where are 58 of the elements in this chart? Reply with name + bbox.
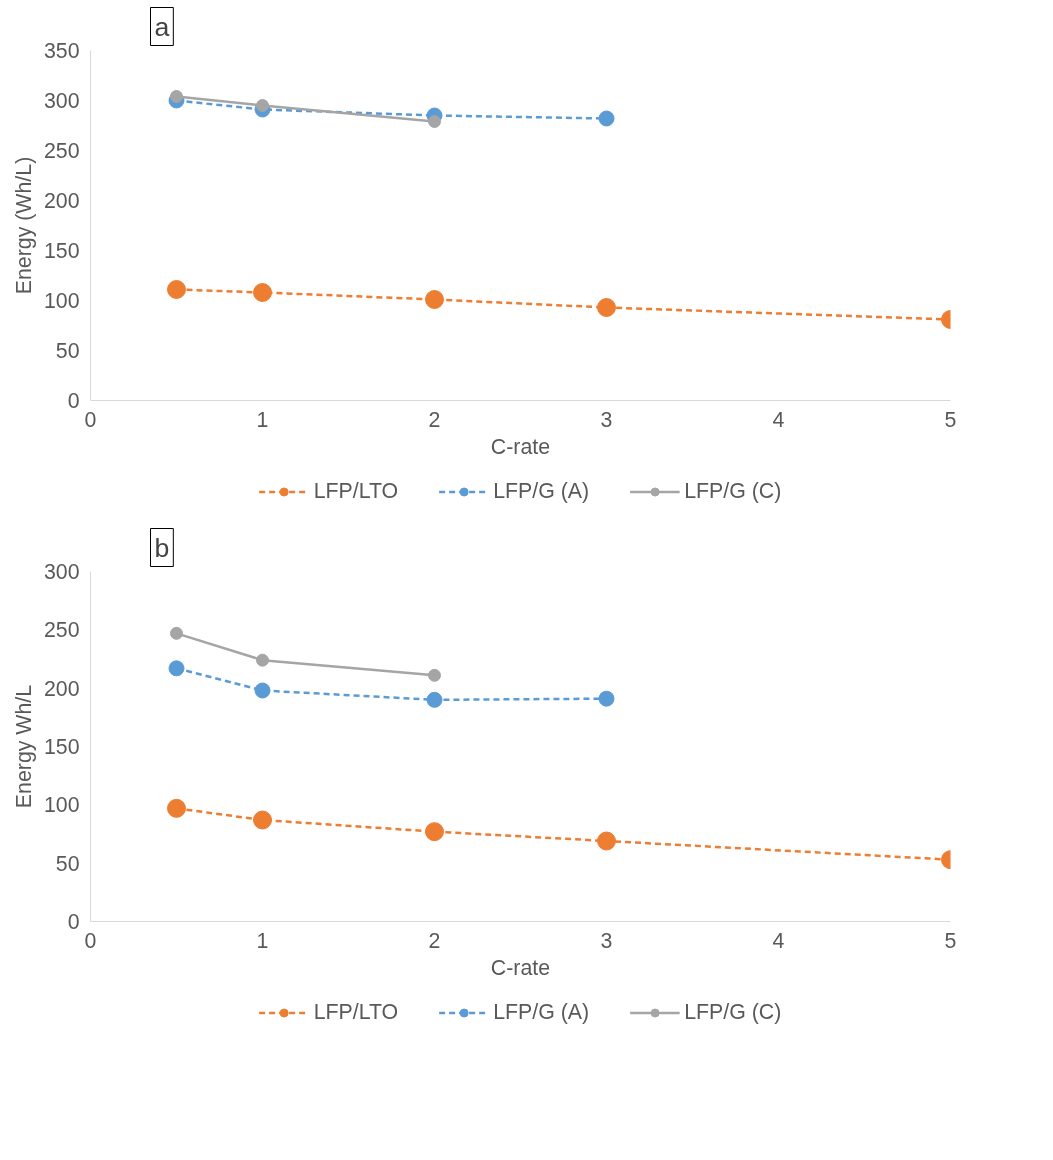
y-tick-label: 350 <box>43 39 80 63</box>
x-tick-label: 3 <box>600 407 613 432</box>
point <box>426 691 443 708</box>
point <box>256 653 269 667</box>
point <box>167 798 186 818</box>
legend-label: LFP/G (A) <box>493 478 590 504</box>
y-tick-label: 0 <box>67 910 80 934</box>
legend-label: LFP/G (A) <box>493 999 590 1025</box>
point <box>254 682 271 699</box>
point <box>425 822 444 842</box>
point <box>167 280 186 299</box>
x-tick-label: 3 <box>600 928 613 953</box>
point <box>597 831 616 851</box>
y-tick-label: 150 <box>43 239 80 263</box>
point <box>256 99 269 112</box>
y-tick-label: 100 <box>43 793 80 818</box>
point <box>598 110 615 127</box>
x-tick-label: 4 <box>772 407 785 432</box>
point <box>170 626 183 640</box>
y-tick-label: 50 <box>55 851 80 876</box>
y-tick-label: 300 <box>43 89 80 113</box>
x-tick-label: 5 <box>944 407 957 432</box>
y-tick-label: 250 <box>43 618 80 643</box>
y-tick-label: 250 <box>43 139 80 163</box>
x-tick-label: 4 <box>772 928 785 953</box>
y-axis-title: Energy (Wh/L) <box>11 156 36 295</box>
chart-title: a <box>154 11 170 42</box>
y-tick-label: 50 <box>55 339 80 363</box>
y-tick-label: 300 <box>43 560 80 584</box>
point <box>170 90 183 103</box>
legend-label: LFP/G (C) <box>684 478 782 504</box>
point <box>598 690 615 707</box>
x-tick-label: 0 <box>84 928 97 953</box>
y-tick-label: 0 <box>67 389 80 413</box>
x-tick-label: 5 <box>944 928 957 953</box>
point <box>428 115 441 128</box>
chart-title: b <box>154 532 170 563</box>
x-tick-label: 1 <box>256 928 269 953</box>
y-tick-label: 150 <box>43 735 80 759</box>
x-tick-label: 0 <box>84 407 97 432</box>
y-tick-label: 200 <box>43 189 80 213</box>
y-tick-label: 100 <box>43 289 80 313</box>
x-axis-title: C-rate <box>490 955 551 980</box>
legend-label: LFP/LTO <box>313 478 399 504</box>
point <box>597 298 616 317</box>
point <box>253 283 272 302</box>
point <box>425 290 444 309</box>
x-tick-label: 2 <box>428 407 441 432</box>
point <box>428 668 441 682</box>
legend-label: LFP/G (C) <box>684 999 782 1025</box>
x-tick-label: 2 <box>428 928 441 953</box>
point <box>253 810 272 830</box>
legend-label: LFP/LTO <box>313 999 399 1025</box>
x-axis-title: C-rate <box>490 434 551 459</box>
point <box>168 660 185 677</box>
y-tick-label: 200 <box>43 676 80 701</box>
x-tick-label: 1 <box>256 407 269 432</box>
y-axis-title: Energy Wh/L <box>11 684 36 809</box>
